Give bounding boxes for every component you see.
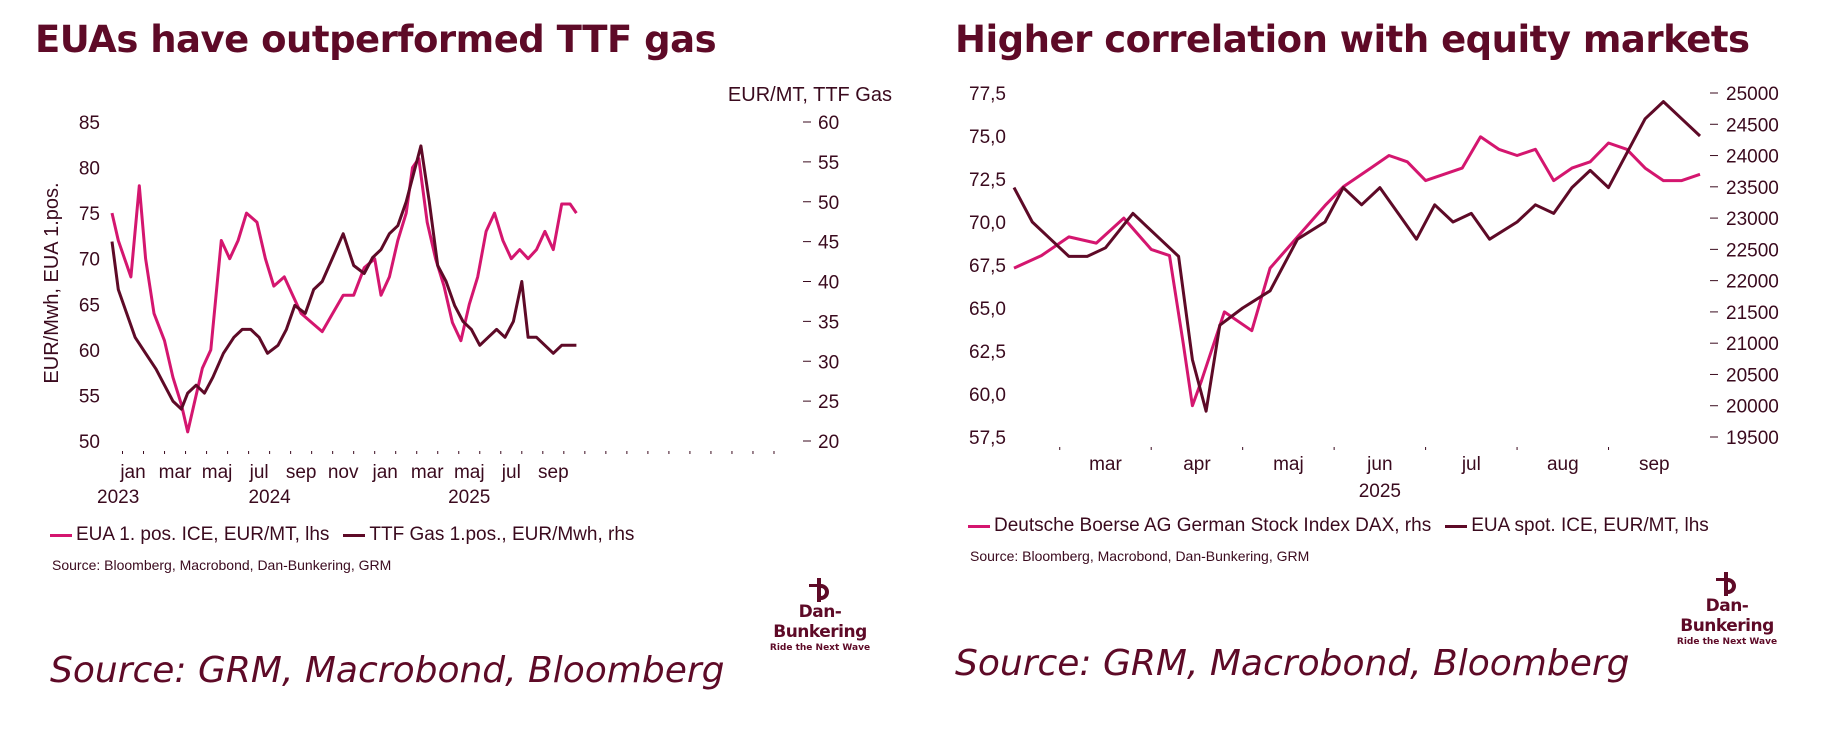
x-tick-label: sep — [1639, 454, 1670, 475]
source-caption: Source: GRM, Macrobond, Bloomberg — [50, 650, 725, 691]
legend-item-eua: EUA 1. pos. ICE, EUR/MT, lhs — [50, 524, 329, 546]
y2-axis-title: EUR/MT, TTF Gas — [728, 84, 892, 106]
dan-bunkering-logo: Dan-Bunkering Ride the Next Wave — [1662, 572, 1792, 647]
chart-legend: Deutsche Boerse AG German Stock Index DA… — [968, 515, 1723, 537]
y-tick-label: 70 — [79, 250, 100, 271]
y2-tick-label: 60 — [818, 113, 839, 134]
x-year-label: 2025 — [1359, 481, 1401, 502]
y-tick-label: 77,5 — [969, 84, 1006, 105]
legend-swatch-ttf — [343, 533, 366, 537]
legend-label-dax: Deutsche Boerse AG German Stock Index DA… — [994, 515, 1432, 536]
x-tick-label: maj — [454, 462, 485, 483]
y-tick-label: 62,5 — [969, 342, 1006, 363]
source-note: Source: Bloomberg, Macrobond, Dan-Bunker… — [970, 548, 1310, 564]
y2-tick-label: 23500 — [1726, 178, 1779, 199]
y-tick-label: 85 — [79, 113, 100, 134]
y-tick-label: 60 — [79, 341, 100, 362]
x-tick-label: sep — [286, 462, 317, 483]
left-chart-panel: EUAs have outperformed TTF gas 50 55 60 65 7… — [35, 18, 892, 691]
y-tick-label: 65,0 — [969, 299, 1006, 320]
y2-tick-label: 55 — [818, 153, 839, 174]
x-year-label: 2025 — [448, 487, 490, 508]
y2-tick-label: 22500 — [1726, 240, 1779, 261]
legend-item-eua-spot: EUA spot. ICE, EUR/MT, lhs — [1445, 515, 1709, 537]
x-tick-label: maj — [202, 462, 233, 483]
y2-tick-label: 40 — [818, 273, 839, 294]
series-line-2 — [110, 144, 577, 411]
y2-tick-label: 20000 — [1726, 397, 1779, 418]
y-tick-label: 72,5 — [969, 170, 1006, 191]
y2-tick-label: 22000 — [1726, 272, 1779, 293]
y2-tick-label: 50 — [818, 193, 839, 214]
x-tick-label: jan — [119, 462, 145, 483]
y-tick-label: 57,5 — [969, 428, 1006, 449]
x-tick-label: aug — [1547, 454, 1579, 475]
source-caption: Source: GRM, Macrobond, Bloomberg — [955, 643, 1630, 684]
dan-bunkering-logo-mark — [809, 578, 829, 602]
y-tick-label: 55 — [79, 386, 100, 407]
x-tick-label: mar — [1089, 454, 1122, 475]
legend-item-dax: Deutsche Boerse AG German Stock Index DA… — [968, 515, 1431, 537]
y2-tick-label: 20500 — [1726, 365, 1779, 386]
x-tick-label: sep — [538, 462, 569, 483]
dan-bunkering-logo: Dan-Bunkering Ride the Next Wave — [755, 578, 885, 653]
right-chart-panel: Higher correlation with equity markets 5… — [930, 0, 1821, 737]
legend-swatch-eua — [50, 533, 72, 537]
series-line-2 — [1012, 100, 1702, 413]
chart-title: Higher correlation with equity markets — [955, 18, 1750, 61]
y-tick-label: 70,0 — [969, 213, 1006, 234]
x-tick-label: jan — [372, 462, 398, 483]
y2-tick-label: 19500 — [1726, 428, 1779, 449]
x-year-label: 2023 — [97, 487, 139, 508]
series-line-1 — [1013, 135, 1701, 408]
legend-label-eua: EUA 1. pos. ICE, EUR/MT, lhs — [76, 524, 330, 545]
y-tick-label: 75,0 — [969, 127, 1006, 148]
legend-label-ttf: TTF Gas 1.pos., EUR/Mwh, rhs — [369, 524, 635, 545]
dan-bunkering-logo-mark — [1716, 572, 1736, 596]
x-tick-label: jul — [1461, 454, 1481, 475]
x-tick-label: jun — [1366, 454, 1392, 475]
legend-swatch-dax — [968, 524, 990, 528]
y-tick-label: 60,0 — [969, 385, 1006, 406]
y-tick-label: 65 — [79, 295, 100, 316]
series-line-1 — [110, 157, 578, 434]
y2-tick-label: 21500 — [1726, 303, 1779, 324]
x-tick-label: mar — [159, 462, 192, 483]
x-tick-label: jul — [501, 462, 521, 483]
y2-tick-label: 45 — [818, 233, 839, 254]
x-tick-label: apr — [1183, 454, 1211, 475]
x-tick-label: nov — [328, 462, 359, 483]
legend-swatch-eua-spot — [1445, 524, 1468, 528]
y2-tick-label: 35 — [818, 312, 839, 333]
y2-tick-label: 24500 — [1726, 115, 1779, 136]
x-tick-label: jul — [249, 462, 269, 483]
x-tick-label: maj — [1273, 454, 1304, 475]
right-chart: 57,5 60,0 62,5 65,0 67,5 70,0 72,5 75,0 77,5 1950… — [969, 84, 1779, 502]
logo-tagline: Ride the Next Wave — [769, 643, 871, 653]
legend-label-eua-spot: EUA spot. ICE, EUR/MT, lhs — [1471, 515, 1709, 536]
y-tick-label: 80 — [79, 159, 100, 180]
y2-tick-label: 21000 — [1726, 334, 1779, 355]
chart-legend: EUA 1. pos. ICE, EUR/MT, lhs TTF Gas 1.p… — [50, 524, 648, 546]
logo-tagline: Ride the Next Wave — [1676, 637, 1778, 647]
y2-tick-label: 25000 — [1726, 84, 1779, 105]
legend-item-ttf: TTF Gas 1.pos., EUR/Mwh, rhs — [343, 524, 634, 546]
y2-tick-label: 30 — [818, 352, 839, 373]
x-tick-label: mar — [411, 462, 444, 483]
y-axis-title: EUR/Mwh, EUA 1.pos. — [41, 182, 63, 383]
y2-tick-label: 25 — [818, 392, 839, 413]
y2-tick-label: 20 — [818, 432, 839, 453]
chart-title: EUAs have outperformed TTF gas — [35, 18, 717, 61]
y-tick-label: 50 — [79, 432, 100, 453]
y-tick-label: 67,5 — [969, 256, 1006, 277]
source-note: Source: Bloomberg, Macrobond, Dan-Bunker… — [52, 557, 392, 573]
logo-name: Dan-Bunkering — [1680, 596, 1774, 636]
y2-tick-label: 24000 — [1726, 147, 1779, 168]
y2-tick-label: 23000 — [1726, 209, 1779, 230]
y-tick-label: 75 — [79, 204, 100, 225]
logo-name: Dan-Bunkering — [773, 602, 867, 642]
x-year-label: 2024 — [248, 487, 291, 508]
